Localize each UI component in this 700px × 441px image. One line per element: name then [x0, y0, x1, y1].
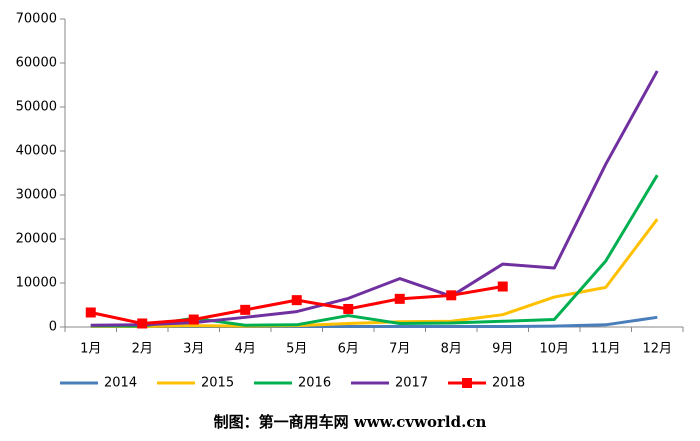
x-tick-label: 1月	[80, 342, 101, 357]
y-tick-label: 20000	[16, 232, 57, 247]
y-tick-label: 50000	[16, 100, 57, 115]
legend-label: 2015	[201, 376, 234, 391]
marker	[343, 303, 354, 314]
marker	[446, 290, 457, 301]
x-tick-label: 9月	[492, 342, 513, 357]
legend-marker	[462, 378, 472, 388]
x-tick-label: 6月	[338, 342, 359, 357]
legend-label: 2018	[492, 376, 525, 391]
series-line	[90, 70, 659, 327]
y-tick-label: 40000	[16, 144, 57, 159]
legend-label: 2014	[104, 376, 137, 391]
x-tick-label: 5月	[286, 342, 307, 357]
y-tick-label: 70000	[16, 12, 57, 27]
marker	[85, 307, 96, 318]
x-tick-label: 3月	[183, 342, 204, 357]
x-tick-label: 7月	[389, 342, 410, 357]
y-tick-label: 0	[49, 320, 57, 335]
x-tick-label: 8月	[441, 342, 462, 357]
x-tick-label: 11月	[591, 342, 621, 357]
x-tick-label: 12月	[642, 342, 672, 357]
x-tick-label: 2月	[132, 342, 153, 357]
marker	[291, 295, 302, 306]
y-tick-label: 30000	[16, 188, 57, 203]
series-line	[90, 218, 659, 329]
footer: 制图：第一商用车网 www.cvworld.cn	[214, 413, 487, 431]
x-tick-label: 10月	[539, 342, 569, 357]
legend-label: 2016	[298, 376, 331, 391]
y-tick-label: 10000	[16, 276, 57, 291]
x-tick-label: 4月	[235, 342, 256, 357]
marker	[497, 281, 508, 292]
legend-label: 2017	[395, 376, 428, 391]
marker	[188, 314, 199, 325]
marker	[240, 304, 251, 315]
y-tick-label: 60000	[16, 56, 57, 71]
marker	[137, 318, 148, 329]
marker	[394, 293, 405, 304]
